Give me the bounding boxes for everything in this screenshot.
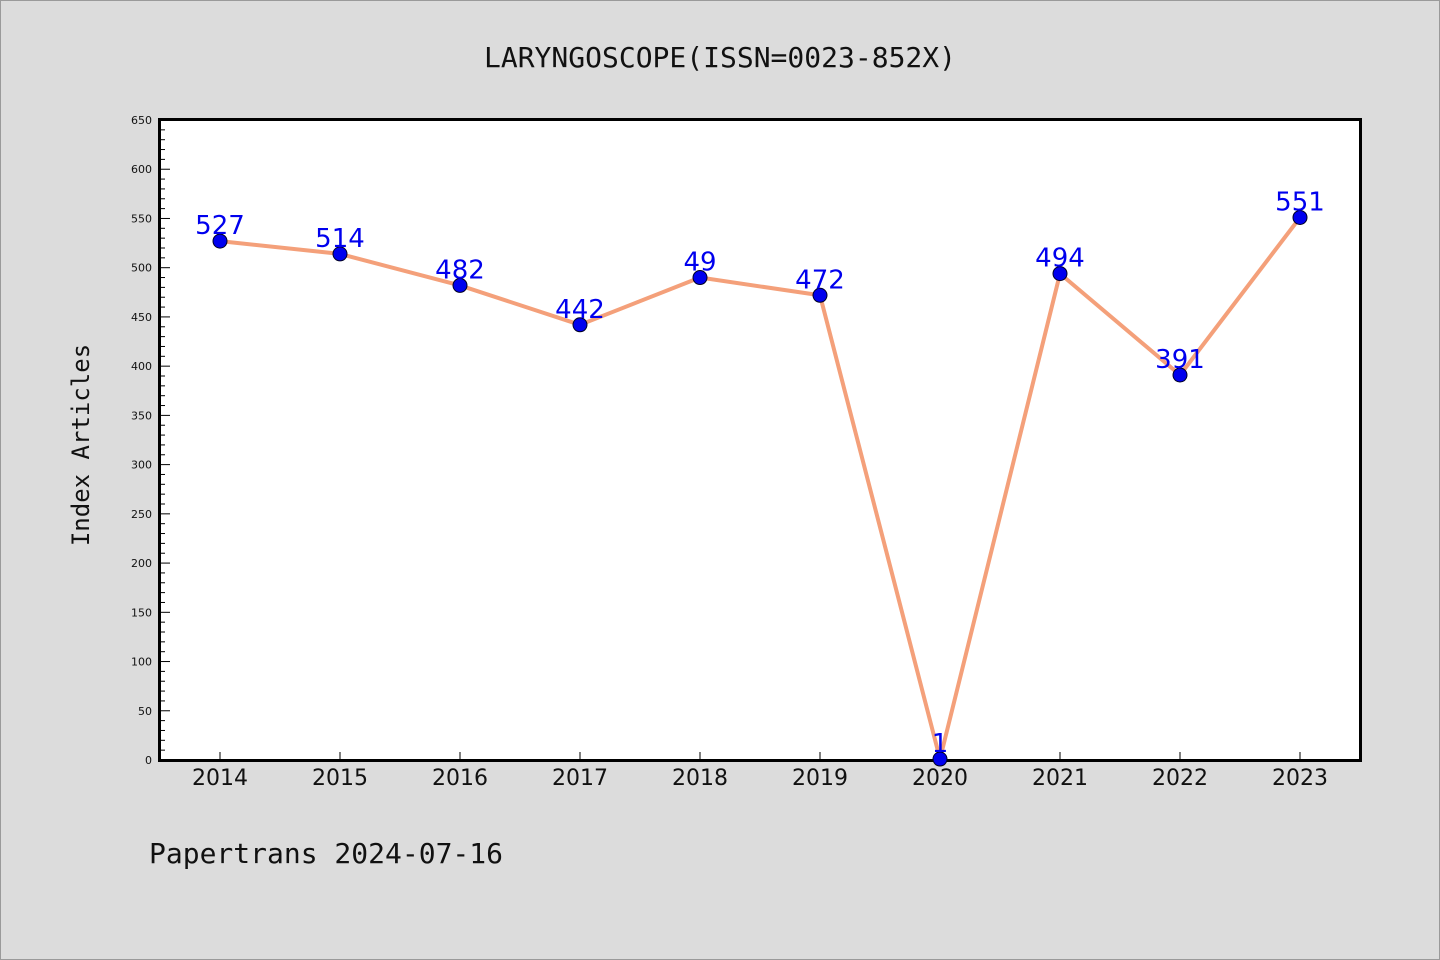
- data-point: [1292, 209, 1308, 225]
- data-label: 551: [1275, 187, 1325, 217]
- x-tick-label: 2023: [1272, 766, 1328, 791]
- x-tick-label: 2017: [552, 766, 608, 791]
- data-label: 527: [195, 211, 245, 241]
- y-tick-label: 0: [145, 754, 152, 767]
- y-axis: 0 50 100 150 200 250 300 350 400 450 500 550 600 650: [131, 114, 170, 767]
- x-tick-label: 2018: [672, 766, 728, 791]
- chart-title: LARYNGOSCOPE(ISSN=0023-852X): [484, 41, 956, 74]
- data-point: [1172, 367, 1188, 383]
- y-tick-label: 150: [131, 606, 152, 619]
- data-label: 442: [555, 295, 605, 325]
- data-label: 391: [1155, 345, 1205, 375]
- x-tick-label: 2016: [432, 766, 488, 791]
- data-labels-group: 527 514 482 442 49 472 1 494 391 551: [195, 187, 1325, 759]
- data-label: 49: [683, 248, 716, 278]
- data-point: [332, 246, 348, 262]
- x-tick-label: 2020: [912, 766, 968, 791]
- data-label: 1: [932, 729, 949, 759]
- plot-area: [158, 118, 1362, 762]
- series-line: [219, 216, 1302, 762]
- y-tick-label: 500: [131, 262, 152, 275]
- y-tick-label: 450: [131, 311, 152, 324]
- x-tick-label: 2022: [1152, 766, 1208, 791]
- data-point: [692, 270, 708, 286]
- y-tick-label: 250: [131, 508, 152, 521]
- data-point: [452, 277, 468, 293]
- y-tick-label: 100: [131, 656, 152, 669]
- y-tick-label: 200: [131, 557, 152, 570]
- y-tick-label: 50: [138, 705, 152, 718]
- data-label: 472: [795, 265, 845, 295]
- x-tick-label: 2015: [312, 766, 368, 791]
- data-label: 494: [1035, 244, 1085, 274]
- y-axis-label: Index Articles: [67, 344, 95, 546]
- y-tick-label: 650: [131, 114, 152, 127]
- x-axis: 2014 2015 2016 2017 2018 2019 2020 2021 2022 2023: [192, 752, 1328, 791]
- data-label: 482: [435, 255, 485, 285]
- series-line-group: [212, 209, 1308, 767]
- data-label: 514: [315, 224, 365, 254]
- x-tick-label: 2019: [792, 766, 848, 791]
- data-point: [572, 317, 588, 333]
- y-tick-label: 350: [131, 409, 152, 422]
- footer-text: Papertrans 2024-07-16: [149, 837, 503, 870]
- x-tick-label: 2021: [1032, 766, 1088, 791]
- y-tick-label: 600: [131, 163, 152, 176]
- y-tick-label: 550: [131, 212, 152, 225]
- y-tick-label: 400: [131, 360, 152, 373]
- y-tick-label: 300: [131, 459, 152, 472]
- data-point: [932, 751, 948, 767]
- data-point: [212, 233, 228, 249]
- data-point: [1052, 266, 1068, 282]
- x-tick-label: 2014: [192, 766, 248, 791]
- data-point: [812, 287, 828, 303]
